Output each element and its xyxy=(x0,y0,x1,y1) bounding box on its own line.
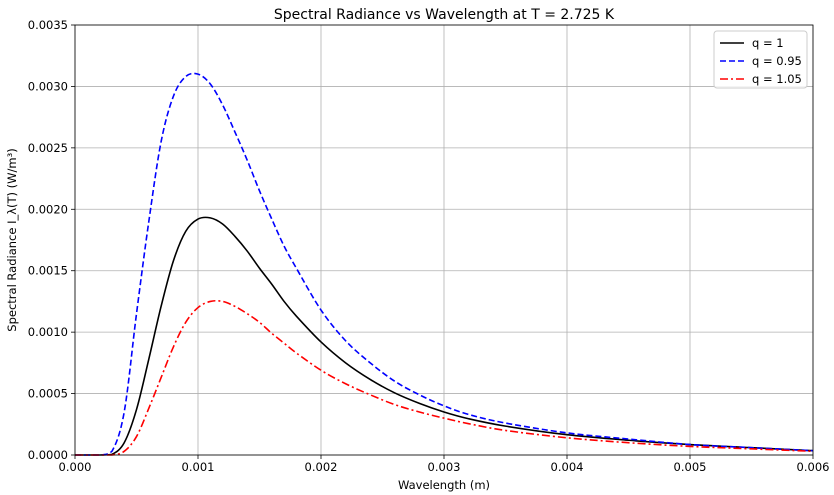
legend-label-2: q = 0.95 xyxy=(752,54,802,68)
legend: q = 1 q = 0.95 q = 1.05 xyxy=(713,30,808,89)
x-tick-label: 0.006 xyxy=(797,460,830,474)
y-axis-label: Spectral Radiance I_λ(T) (W/m³) xyxy=(5,148,19,331)
legend-box xyxy=(713,30,808,89)
chart-title: Spectral Radiance vs Wavelength at T = 2… xyxy=(274,7,615,23)
y-tick-label: 0.0020 xyxy=(28,202,68,216)
series-layer xyxy=(74,72,814,456)
series-line-1 xyxy=(74,216,814,456)
grid xyxy=(74,24,814,456)
y-tick-label: 0.0000 xyxy=(28,448,68,462)
legend-label-1: q = 1 xyxy=(752,36,784,50)
x-tick-label: 0.000 xyxy=(59,460,92,474)
ticks: 0.000 0.001 0.002 0.003 0.004 0.005 0.006 0.000… xyxy=(28,18,830,474)
y-tick-label: 0.0035 xyxy=(28,18,68,32)
y-tick-label: 0.0030 xyxy=(28,79,68,93)
y-tick-label: 0.0015 xyxy=(28,264,68,278)
x-tick-label: 0.001 xyxy=(182,460,215,474)
legend-label-3: q = 1.05 xyxy=(752,72,802,86)
series-line-3 xyxy=(74,299,814,456)
x-tick-label: 0.005 xyxy=(674,460,707,474)
series-line-2 xyxy=(74,72,814,456)
x-tick-label: 0.003 xyxy=(428,460,461,474)
y-tick-label: 0.0010 xyxy=(28,325,68,339)
x-tick-label: 0.004 xyxy=(551,460,584,474)
y-tick-label: 0.0025 xyxy=(28,141,68,155)
x-tick-label: 0.002 xyxy=(305,460,338,474)
y-tick-label: 0.0005 xyxy=(28,387,68,401)
x-axis-label: Wavelength (m) xyxy=(398,478,490,492)
